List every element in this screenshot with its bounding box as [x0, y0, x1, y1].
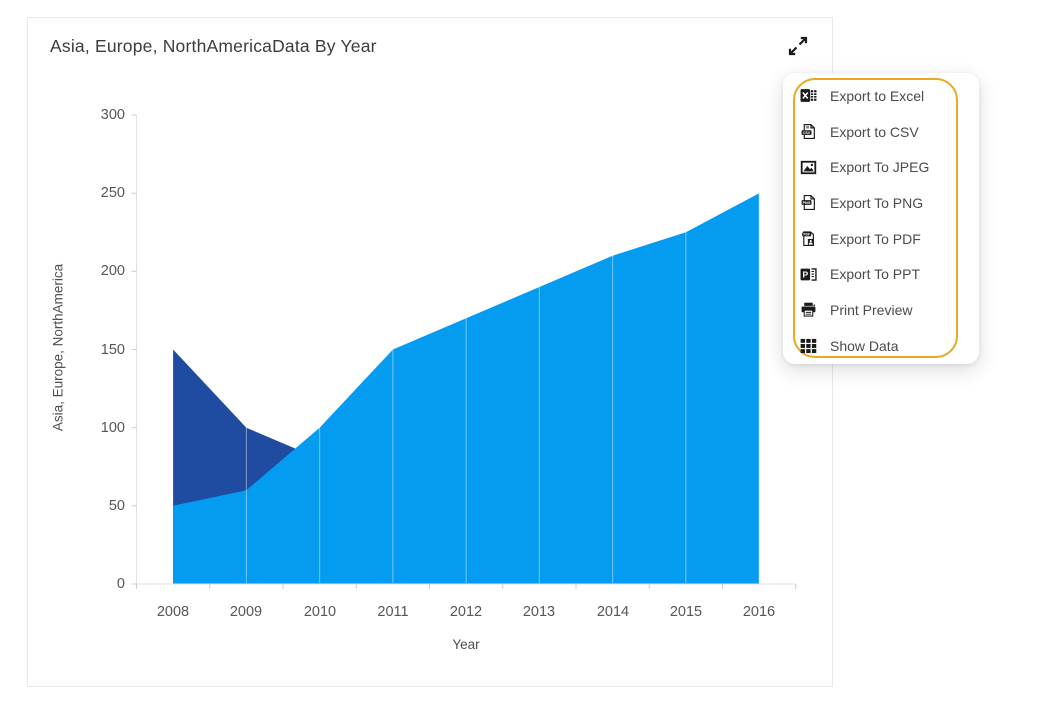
menu-item-label: Export To PDF: [830, 230, 921, 247]
x-axis-title: Year: [452, 637, 480, 652]
jpeg-image-icon: [800, 159, 817, 176]
menu-item-export-to-pdf[interactable]: PDF Export To PDF: [783, 221, 969, 257]
menu-item-label: Export To JPEG: [830, 159, 930, 176]
x-tick-label: 2012: [449, 604, 483, 620]
ppt-file-icon: P: [800, 266, 817, 283]
excel-icon: [800, 87, 817, 104]
y-tick-label: 300: [100, 107, 125, 123]
chart-title: Asia, Europe, NorthAmericaData By Year: [50, 36, 377, 56]
x-tick-label: 2010: [303, 604, 337, 620]
x-tick-label: 2011: [377, 604, 409, 620]
x-tick-label: 2008: [156, 604, 190, 620]
x-tick-label: 2009: [229, 604, 263, 620]
menu-item-label: Export To PPT: [830, 266, 921, 283]
grid-icon: [800, 337, 817, 354]
svg-text:P: P: [802, 269, 808, 279]
expand-button[interactable]: [784, 32, 814, 62]
menu-item-label: Print Preview: [830, 301, 913, 318]
y-tick-label: 200: [100, 263, 125, 279]
menu-item-export-to-csv[interactable]: CSV Export to CSV: [783, 114, 969, 150]
png-file-icon: PNG: [800, 194, 817, 211]
pdf-file-icon: PDF: [800, 230, 817, 247]
menu-item-show-data[interactable]: Show Data: [783, 328, 969, 364]
x-tick-label: 2013: [522, 604, 556, 620]
y-tick-label: 50: [108, 498, 125, 514]
menu-item-label: Export To PNG: [830, 194, 924, 211]
x-tick-label: 2016: [742, 604, 776, 620]
y-tick-label: 100: [100, 420, 125, 436]
menu-item-label: Export to CSV: [830, 123, 919, 140]
chart-card: Asia, Europe, NorthAmericaData By Year A…: [27, 17, 833, 687]
menu-item-print-preview[interactable]: Print Preview: [783, 292, 969, 328]
area-chart-plot[interactable]: [28, 18, 834, 688]
svg-text:PNG: PNG: [803, 201, 811, 205]
export-menu: Export to Excel CSV Export to CSV Export To…: [783, 73, 979, 364]
csv-file-icon: CSV: [800, 123, 817, 140]
y-tick-label: 250: [100, 185, 125, 201]
y-tick-label: 150: [100, 342, 125, 358]
x-tick-label: 2014: [596, 604, 630, 620]
y-tick-label: 0: [116, 576, 125, 592]
menu-item-export-to-jpeg[interactable]: Export To JPEG: [783, 149, 969, 185]
menu-item-export-to-png[interactable]: PNG Export To PNG: [783, 185, 969, 221]
svg-text:CSV: CSV: [803, 131, 811, 135]
printer-icon: [800, 301, 817, 318]
svg-text:PDF: PDF: [804, 233, 810, 237]
front-series-light-blue-area[interactable]: [173, 193, 760, 584]
x-tick-label: 2015: [669, 604, 703, 620]
menu-item-export-to-excel[interactable]: Export to Excel: [783, 78, 969, 114]
expand-arrows-icon: [785, 33, 813, 61]
menu-item-export-to-ppt[interactable]: P Export To PPT: [783, 256, 969, 292]
menu-item-label: Export to Excel: [830, 87, 925, 104]
menu-item-label: Show Data: [830, 337, 899, 354]
